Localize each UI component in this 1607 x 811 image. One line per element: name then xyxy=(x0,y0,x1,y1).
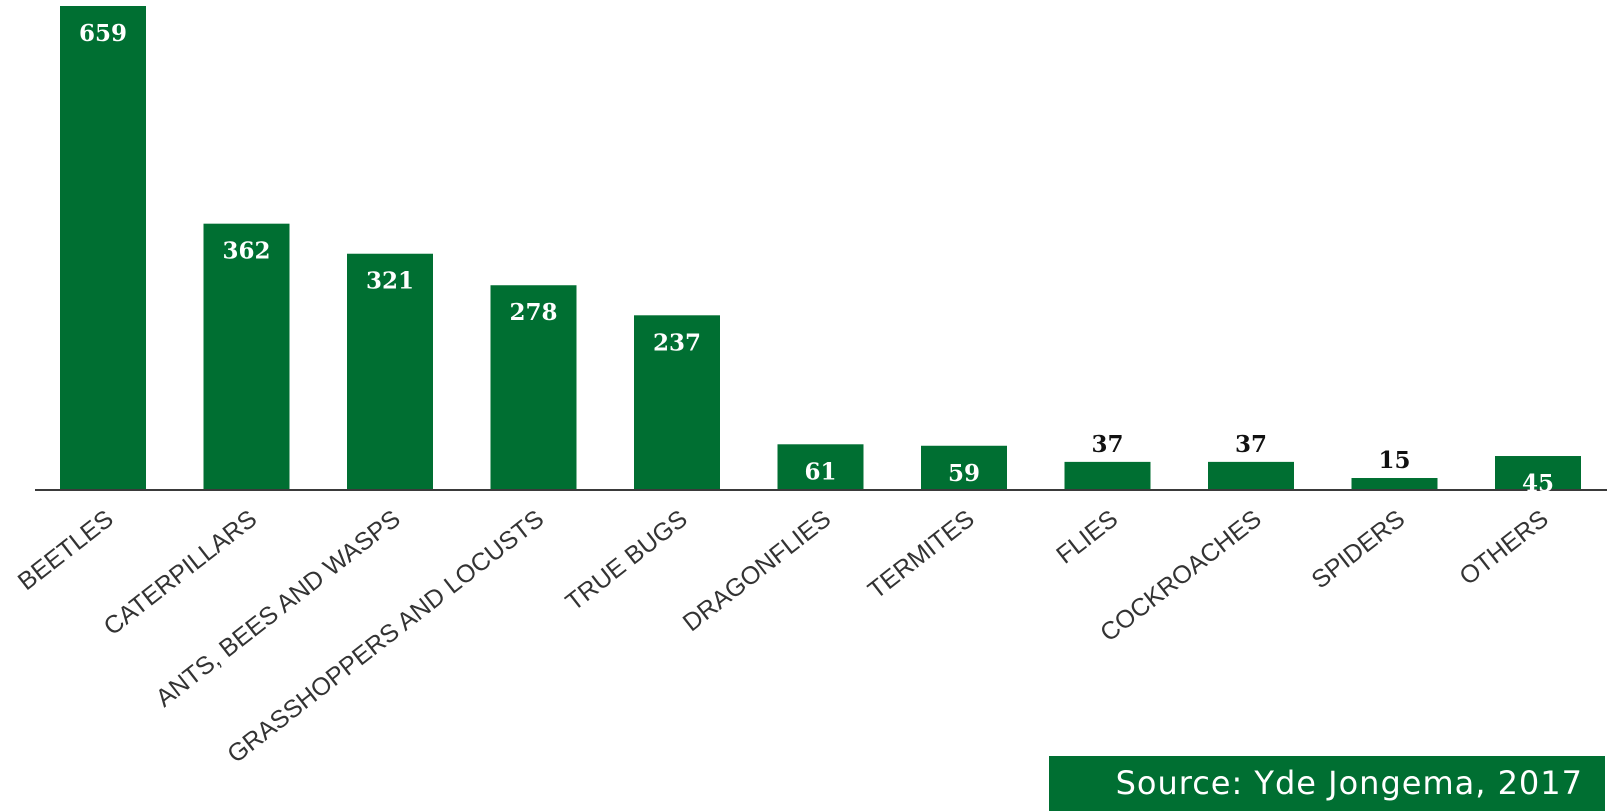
value-label-ants-bees-and-wasps: 321 xyxy=(366,268,414,295)
bar-dragonflies xyxy=(777,444,864,489)
value-label-true-bugs: 237 xyxy=(653,329,701,356)
value-label-spiders: 15 xyxy=(1378,447,1410,474)
category-label-spiders: SPIDERS xyxy=(1306,505,1410,595)
value-label-termites: 59 xyxy=(948,460,980,487)
source-text: Source: Yde Jongema, 2017 xyxy=(1115,764,1583,802)
value-label-dragonflies: 61 xyxy=(804,458,836,485)
value-label-cockroaches: 37 xyxy=(1235,431,1267,458)
bar-beetles xyxy=(60,6,146,489)
bar-flies xyxy=(1064,461,1151,489)
category-label-beetles: BEETLES xyxy=(13,505,119,596)
value-labels-layer: 659 362 321 278 237 61 59 37 37 15 45 xyxy=(79,20,1554,497)
source-badge: Source: Yde Jongema, 2017 xyxy=(1049,756,1605,811)
bar-others xyxy=(1495,456,1581,489)
category-label-true-bugs: TRUE BUGS xyxy=(561,505,693,617)
value-label-caterpillars: 362 xyxy=(222,238,270,265)
category-label-dragonflies: DRAGONFLIES xyxy=(678,505,836,637)
value-label-grasshoppers-and-locusts: 278 xyxy=(509,299,557,326)
bar-true-bugs xyxy=(634,315,720,489)
bar-ants-bees-and-wasps xyxy=(347,253,433,489)
bars-layer xyxy=(60,6,1581,490)
category-label-others: OTHERS xyxy=(1454,505,1553,591)
category-label-flies: FLIES xyxy=(1051,505,1123,570)
bar-termites xyxy=(921,445,1007,489)
bar-spiders xyxy=(1351,478,1438,489)
value-label-beetles: 659 xyxy=(79,20,127,47)
category-label-caterpillars: CATERPILLARS xyxy=(99,505,263,641)
category-label-ants-bees-and-wasps: ANTS, BEES AND WASPS xyxy=(151,505,406,713)
value-label-others: 45 xyxy=(1522,470,1554,497)
value-label-flies: 37 xyxy=(1091,431,1123,458)
bar-cockroaches xyxy=(1208,461,1294,489)
bar-grasshoppers-and-locusts xyxy=(490,285,577,489)
category-label-termites: TERMITES xyxy=(863,505,980,605)
bar-caterpillars xyxy=(203,223,290,490)
category-label-grasshoppers-and-locusts: GRASSHOPPERS AND LOCUSTS xyxy=(222,505,549,769)
